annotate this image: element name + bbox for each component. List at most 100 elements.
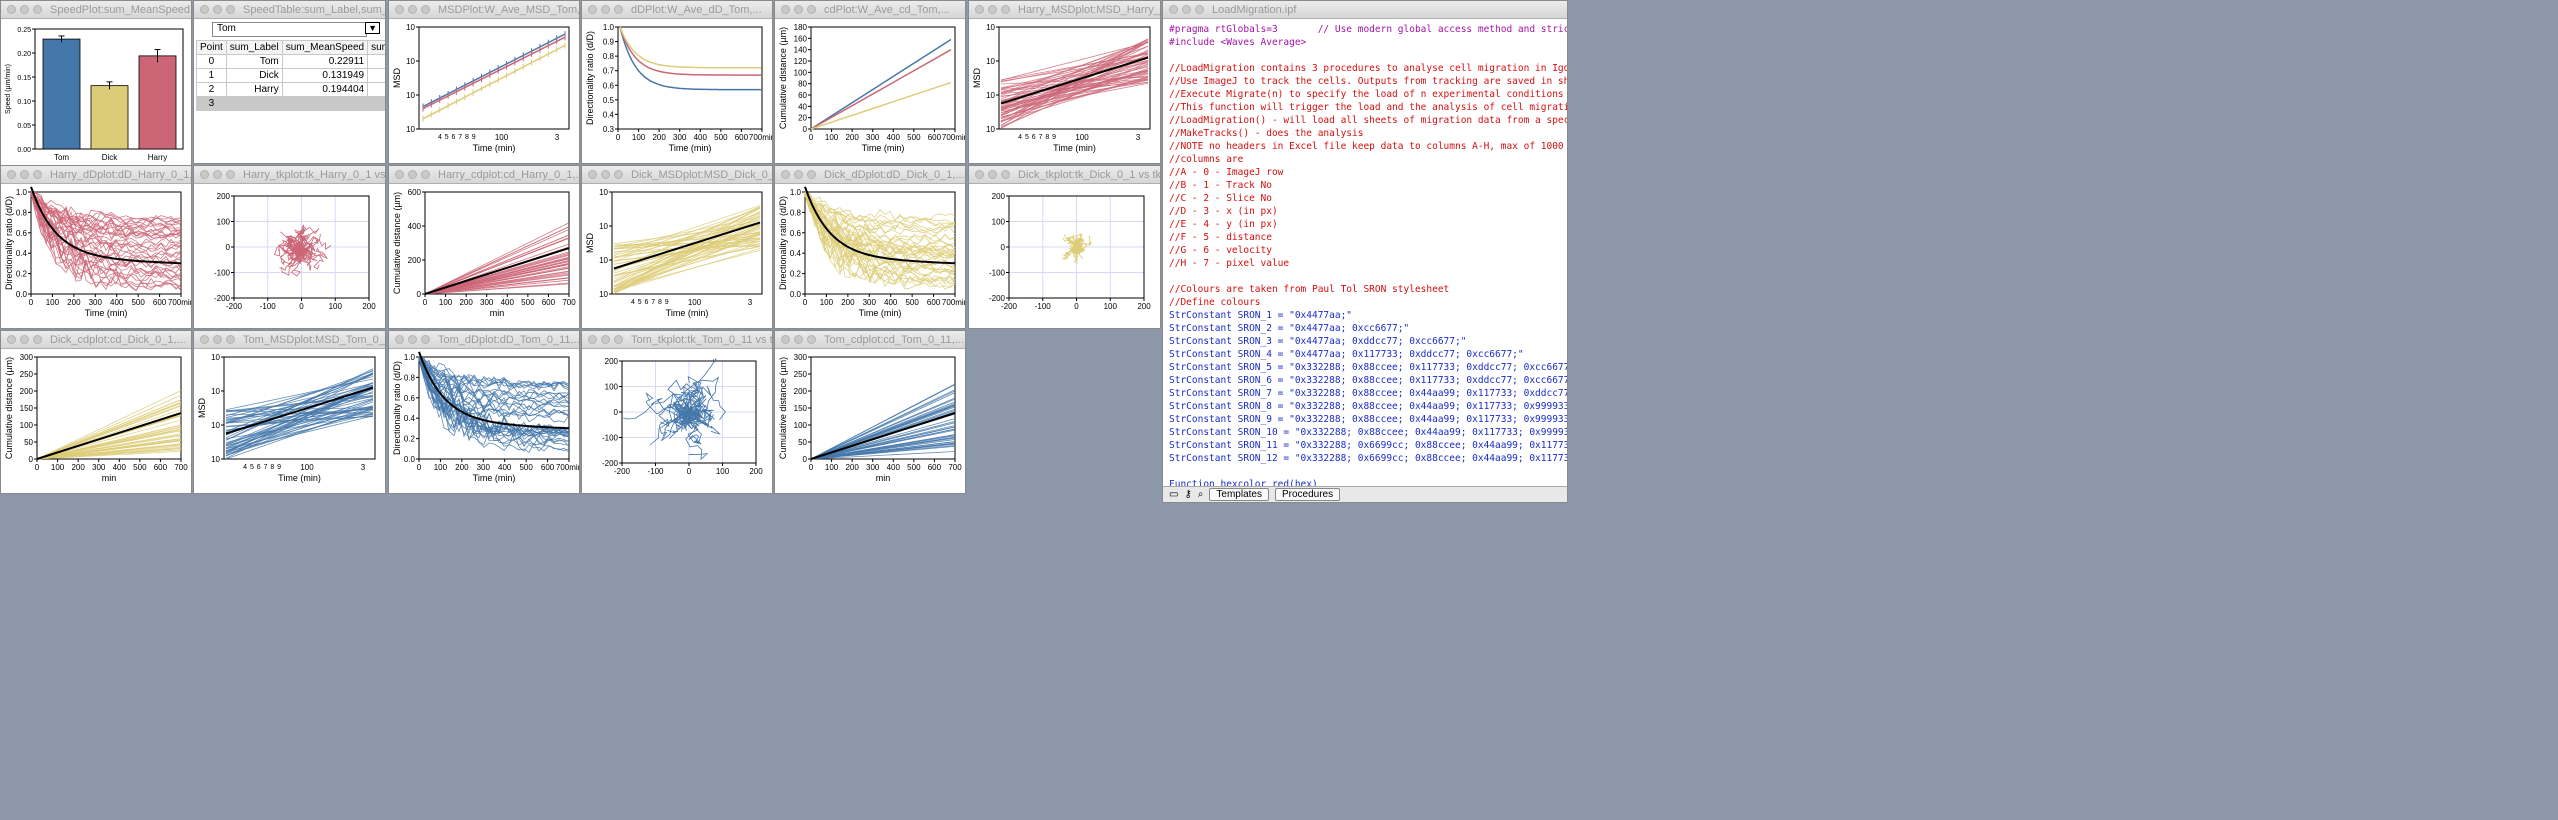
window-title-bar[interactable]: SpeedPlot:sum_MeanSpeed vs sum_...: [1, 1, 191, 19]
minimize-icon[interactable]: [601, 5, 610, 14]
window-controls[interactable]: [200, 5, 235, 14]
close-icon[interactable]: [200, 5, 209, 14]
column-header[interactable]: sum_Label: [225, 40, 283, 55]
close-icon[interactable]: [395, 170, 404, 179]
minimize-icon[interactable]: [20, 170, 29, 179]
window-title-bar[interactable]: Dick_cdplot:cd_Dick_0_1,...: [1, 331, 191, 349]
table-cell[interactable]: 0: [196, 54, 227, 69]
window-controls[interactable]: [7, 170, 42, 179]
window-title-bar[interactable]: Tom_tkplot:tk_Tom_0_11 vs tk...: [582, 331, 772, 349]
window-title-bar[interactable]: cdPlot:W_Ave_cd_Tom,...: [775, 1, 965, 19]
window-controls[interactable]: [781, 335, 816, 344]
zoom-icon[interactable]: [1195, 5, 1204, 14]
dropdown-arrow-icon[interactable]: ▼: [365, 22, 380, 34]
dick-dd-window[interactable]: Dick_dDplot:dD_Dick_0_1,... 0 100 200 300 400…: [774, 165, 966, 329]
zoom-icon[interactable]: [614, 170, 623, 179]
close-icon[interactable]: [781, 170, 790, 179]
table-cell[interactable]: Tom: [225, 54, 283, 69]
close-icon[interactable]: [588, 170, 597, 179]
table-cell[interactable]: 3: [196, 96, 227, 111]
table-cell[interactable]: 2: [196, 82, 227, 97]
close-icon[interactable]: [7, 5, 16, 14]
table-cell[interactable]: 1: [196, 68, 227, 83]
tom-cd-window[interactable]: Tom_cdplot:cd_Tom_0_11,... 0 100 200 300 400 5…: [774, 330, 966, 494]
window-controls[interactable]: [1169, 5, 1204, 14]
close-icon[interactable]: [1169, 5, 1178, 14]
minimize-icon[interactable]: [20, 5, 29, 14]
dick-cd-window[interactable]: Dick_cdplot:cd_Dick_0_1,... 0 100 200 300 400…: [0, 330, 192, 494]
close-icon[interactable]: [200, 170, 209, 179]
window-title-bar[interactable]: MSDPlot:W_Ave_MSD_Tom,...: [389, 1, 579, 19]
zoom-icon[interactable]: [226, 335, 235, 344]
minimize-icon[interactable]: [408, 5, 417, 14]
minimize-icon[interactable]: [408, 170, 417, 179]
minimize-icon[interactable]: [1182, 5, 1191, 14]
data-table[interactable]: Pointsum_Labelsum_MeanSpeedsum_SemSpee0T…: [196, 40, 385, 111]
window-controls[interactable]: [395, 5, 430, 14]
minimize-icon[interactable]: [601, 335, 610, 344]
window-title-bar[interactable]: Dick_dDplot:dD_Dick_0_1,...: [775, 166, 965, 184]
minimize-icon[interactable]: [20, 335, 29, 344]
tom-tk-window[interactable]: Tom_tkplot:tk_Tom_0_11 vs tk... -200 -100 0…: [581, 330, 773, 494]
table-cell[interactable]: [367, 96, 385, 111]
window-controls[interactable]: [395, 335, 430, 344]
msd-ave-window[interactable]: MSDPlot:W_Ave_MSD_Tom,... 10 10 10 10 4 5 6 7 8 9 1…: [388, 0, 580, 164]
window-title-bar[interactable]: Harry_tkplot:tk_Harry_0_1 vs t...: [194, 166, 385, 184]
minimize-icon[interactable]: [988, 5, 997, 14]
window-controls[interactable]: [588, 170, 623, 179]
zoom-icon[interactable]: [226, 170, 235, 179]
minimize-icon[interactable]: [988, 170, 997, 179]
minimize-icon[interactable]: [794, 170, 803, 179]
page-icon[interactable]: ▭: [1169, 489, 1179, 500]
dd-ave-window[interactable]: dDPlot:W_Ave_dD_Tom,... 0 100 200 300 400 500 6…: [581, 0, 773, 164]
window-title-bar[interactable]: Tom_cdplot:cd_Tom_0_11,...: [775, 331, 965, 349]
close-icon[interactable]: [588, 5, 597, 14]
proc-window[interactable]: LoadMigration.ipf #pragma rtGlobals=3 // …: [1162, 0, 1568, 503]
speed-window[interactable]: SpeedPlot:sum_MeanSpeed vs sum_...0.000.…: [0, 0, 192, 176]
zoom-icon[interactable]: [807, 5, 816, 14]
window-controls[interactable]: [200, 335, 235, 344]
zoom-icon[interactable]: [614, 335, 623, 344]
zoom-icon[interactable]: [807, 335, 816, 344]
zoom-icon[interactable]: [33, 170, 42, 179]
table-cell[interactable]: Harry: [225, 82, 283, 97]
zoom-icon[interactable]: [226, 5, 235, 14]
window-title-bar[interactable]: LoadMigration.ipf: [1163, 1, 1567, 19]
table-cell[interactable]: [225, 96, 283, 111]
window-controls[interactable]: [781, 5, 816, 14]
minimize-icon[interactable]: [794, 5, 803, 14]
close-icon[interactable]: [975, 170, 984, 179]
column-header[interactable]: Point: [196, 40, 227, 55]
minimize-icon[interactable]: [213, 170, 222, 179]
close-icon[interactable]: [200, 335, 209, 344]
zoom-icon[interactable]: [1001, 5, 1010, 14]
cell-entry-field[interactable]: Tom ▼: [212, 22, 380, 37]
table-cell[interactable]: 0.131949: [281, 68, 369, 83]
harry-msd-window[interactable]: Harry_MSDplot:MSD_Harry_0_1,... 10 10 10 10 4…: [968, 0, 1161, 164]
window-title-bar[interactable]: dDPlot:W_Ave_dD_Tom,...: [582, 1, 772, 19]
window-title-bar[interactable]: Tom_MSDplot:MSD_Tom_0_11,...: [194, 331, 385, 349]
window-title-bar[interactable]: Harry_cdplot:cd_Harry_0_1,...: [389, 166, 579, 184]
column-header[interactable]: sum_MeanSpeed: [281, 40, 369, 55]
zoom-icon[interactable]: [421, 170, 430, 179]
table-cell[interactable]: 0.0065464: [367, 54, 385, 69]
minimize-icon[interactable]: [213, 335, 222, 344]
key-icon[interactable]: ⚷: [1184, 489, 1192, 500]
table-window[interactable]: SpeedTable:sum_Label,sum_MeanSp... Tom ▼ Po…: [193, 0, 386, 164]
window-title-bar[interactable]: SpeedTable:sum_Label,sum_MeanSp...: [194, 1, 385, 19]
dick-tk-window[interactable]: Dick_tkplot:tk_Dick_0_1 vs tk... -200 -100…: [968, 165, 1161, 329]
harry-dd-window[interactable]: Harry_dDplot:dD_Harry_0_1,... 0 100 200 300 4…: [0, 165, 192, 329]
dick-msd-window[interactable]: Dick_MSDplot:MSD_Dick_0_1,... 10 10 10 10 456…: [581, 165, 773, 329]
table-cell[interactable]: 0.22911: [281, 54, 369, 69]
zoom-icon[interactable]: [421, 335, 430, 344]
zoom-icon[interactable]: [33, 5, 42, 14]
window-controls[interactable]: [781, 170, 816, 179]
window-title-bar[interactable]: Harry_dDplot:dD_Harry_0_1,...: [1, 166, 191, 184]
zoom-icon[interactable]: [1001, 170, 1010, 179]
cd-ave-window[interactable]: cdPlot:W_Ave_cd_Tom,... 0 100 200 300 400 500 6…: [774, 0, 966, 164]
table-row[interactable]: 3: [196, 96, 385, 111]
close-icon[interactable]: [7, 335, 16, 344]
window-controls[interactable]: [588, 335, 623, 344]
